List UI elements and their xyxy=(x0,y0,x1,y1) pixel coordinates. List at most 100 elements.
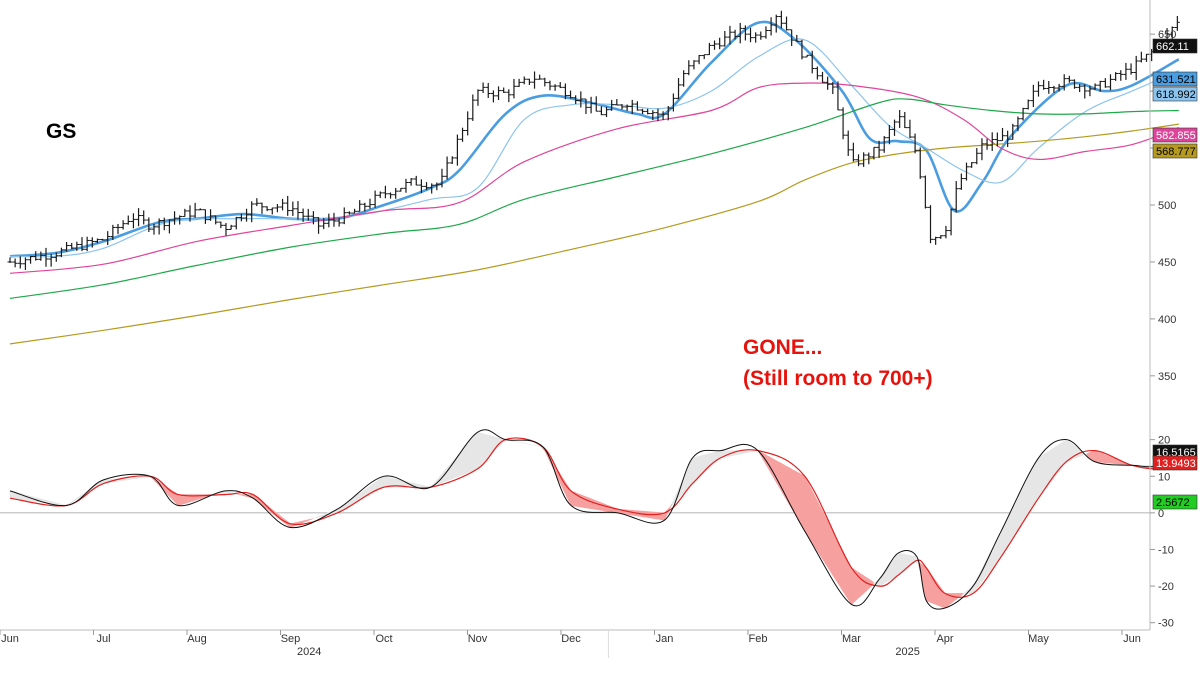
ma_100-line xyxy=(9,98,1179,299)
osc-zero-tag-box xyxy=(1152,494,1198,510)
osc-main-line xyxy=(9,429,1189,610)
ma-slow-tag: 618.992 xyxy=(1156,89,1196,101)
ma_50-line xyxy=(9,82,1180,274)
x-tick-label: Jul xyxy=(96,633,110,645)
price-y-tick-label: 500 xyxy=(1158,200,1176,212)
osc-fill-segment xyxy=(896,552,901,577)
osc-fill-segment xyxy=(746,450,751,454)
osc-fill-segment xyxy=(862,574,867,595)
x-tick-label: Oct xyxy=(375,633,392,645)
osc-fill-segment xyxy=(1038,454,1043,500)
osc-zero-tag: 2.5672 xyxy=(1156,497,1190,509)
osc-fill-segment xyxy=(136,476,142,479)
osc-y-tick-label: 20 xyxy=(1158,435,1170,447)
year-label: 2024 xyxy=(297,646,321,658)
x-tick-label: Sep xyxy=(281,633,301,645)
osc-fill-segment xyxy=(1030,465,1036,511)
osc-fill-segment xyxy=(129,477,134,480)
osc-fill-segment xyxy=(798,472,804,530)
osc-fill-segment xyxy=(473,431,478,471)
osc-fill-segment xyxy=(533,444,538,447)
osc-fill-segment xyxy=(787,466,792,510)
x-tick-label: May xyxy=(1028,633,1049,645)
osc-y-tick-label: 10 xyxy=(1158,471,1170,483)
osc-fill-segment xyxy=(462,444,467,476)
year-label: 2025 xyxy=(895,646,919,658)
osc-fill-segment xyxy=(1034,457,1039,506)
osc-fill-segment xyxy=(652,511,658,520)
osc-fill-segment xyxy=(1101,453,1107,464)
axes: 350400450500550600650-30-20-1001020JunJu… xyxy=(0,0,1176,658)
x-tick-label: Feb xyxy=(749,633,768,645)
osc-y-tick-label: -20 xyxy=(1158,581,1174,593)
price-y-tick-label: 450 xyxy=(1158,257,1176,269)
osc-fill-segment xyxy=(125,477,130,481)
x-tick-label: Nov xyxy=(468,633,488,645)
osc-fill-segment xyxy=(417,483,422,488)
osc-fill-segment xyxy=(858,572,864,599)
osc-fill-segment xyxy=(821,509,826,565)
osc-fill-segment xyxy=(1105,454,1110,464)
osc-fill-segment xyxy=(589,497,594,510)
ma-50-tag: 582.855 xyxy=(1156,130,1196,142)
osc-signal-tag-box xyxy=(1152,455,1198,471)
osc-fill-segment xyxy=(178,494,183,506)
osc-fill-segment xyxy=(383,475,389,488)
osc-fill-segment xyxy=(596,500,602,511)
osc-fill-segment xyxy=(851,567,856,606)
ticker-label: GS xyxy=(46,120,76,143)
ma-50-tag-box xyxy=(1152,127,1198,143)
annotation-line-2: (Still room to 700+) xyxy=(743,367,933,390)
x-tick-label: Jan xyxy=(656,633,674,645)
osc-fill-segment xyxy=(825,516,830,571)
ma_fast-line xyxy=(9,20,1180,258)
osc-fill-segment xyxy=(593,499,598,510)
osc-signal-tag: 13.9493 xyxy=(1156,458,1196,470)
osc-y-tick-label: -10 xyxy=(1158,544,1174,556)
x-tick-label: Jun xyxy=(1123,633,1141,645)
osc-fill-segment xyxy=(813,494,819,553)
last-value-tags: 662.11631.521618.992582.855568.77716.516… xyxy=(1152,38,1198,510)
ma-fast-tag-box xyxy=(1152,71,1198,87)
osc-fill-segment xyxy=(828,523,834,577)
osc-fill-segment xyxy=(465,440,471,474)
price-y-tick-label: 350 xyxy=(1158,371,1176,383)
osc-fill-segment xyxy=(477,431,482,470)
x-tick-label: Aug xyxy=(187,633,207,645)
osc-fill-segment xyxy=(480,432,486,466)
osc-fill-segment xyxy=(959,593,965,597)
osc-y-tick-label: 0 xyxy=(1158,508,1164,520)
osc-fill-segment xyxy=(600,502,605,512)
osc-fill-segment xyxy=(742,450,748,454)
osc-fill-segment xyxy=(1098,451,1103,463)
osc-fill-segment xyxy=(690,456,695,487)
x-tick-label: Apr xyxy=(936,633,953,645)
osc-fill-segment xyxy=(1109,456,1114,464)
osc-fill-segment xyxy=(514,441,519,443)
price-y-tick-label: 650 xyxy=(1158,29,1176,41)
ma-200-tag-box xyxy=(1152,143,1198,159)
osc-fill-segment xyxy=(656,511,662,520)
osc-fill-segment xyxy=(469,435,475,473)
x-tick-label: Dec xyxy=(561,633,581,645)
ma-fast-tag: 631.521 xyxy=(1156,74,1196,86)
osc-fill-segment xyxy=(795,470,800,523)
last-price-tag-box xyxy=(1152,38,1198,54)
osc-fill-segment xyxy=(817,501,822,559)
osc-fill-segment xyxy=(802,474,807,536)
price-bars xyxy=(7,10,1180,271)
price-y-tick-label: 400 xyxy=(1158,314,1176,326)
ma-200-tag: 568.777 xyxy=(1156,146,1196,158)
x-tick-label: Mar xyxy=(842,633,861,645)
ma_slow-line xyxy=(9,38,1180,258)
ma-slow-tag-box xyxy=(1152,86,1198,102)
osc-fill-segment xyxy=(1026,472,1032,517)
osc-fill-segment xyxy=(511,440,515,442)
osc-fill-segment xyxy=(581,494,587,509)
osc-fill-segment xyxy=(484,433,490,462)
osc-fill-segment xyxy=(1094,450,1099,463)
last-price-tag: 662.11 xyxy=(1156,41,1189,53)
osc-fill-segment xyxy=(806,479,811,541)
